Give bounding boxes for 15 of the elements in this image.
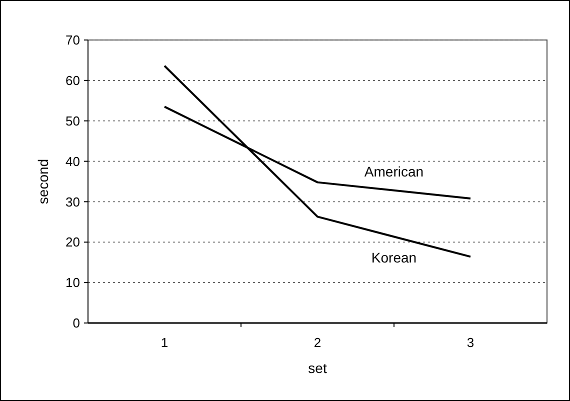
y-tick-label: 50 <box>66 113 80 128</box>
y-tick-label: 30 <box>66 194 80 210</box>
y-tick-label: 20 <box>66 234 80 250</box>
series-label: Korean <box>371 250 417 266</box>
series-label: American <box>364 163 424 180</box>
x-tick-label: 3 <box>466 335 474 350</box>
y-axis-title: second <box>35 158 51 204</box>
x-axis-title: set <box>308 360 327 376</box>
y-tick-label: 40 <box>66 154 80 169</box>
x-tick-label: 1 <box>160 335 168 350</box>
y-tick-label: 70 <box>66 32 80 48</box>
y-tick-label: 10 <box>66 275 80 290</box>
x-tick-label: 2 <box>314 335 322 350</box>
y-tick-label: 60 <box>66 72 80 88</box>
y-tick-label: 0 <box>72 316 80 331</box>
